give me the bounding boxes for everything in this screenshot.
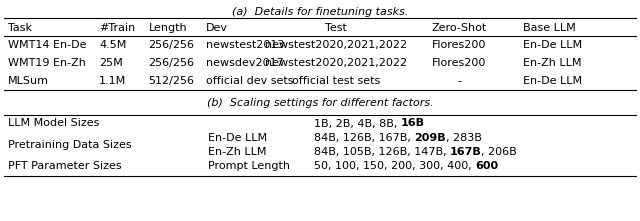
Text: En-Zh LLM: En-Zh LLM (523, 58, 581, 68)
Text: 209B: 209B (414, 133, 445, 143)
Text: Length: Length (148, 23, 187, 33)
Text: En-De LLM: En-De LLM (523, 40, 582, 50)
Text: Base LLM: Base LLM (523, 23, 575, 33)
Text: newsdev2017: newsdev2017 (206, 58, 284, 68)
Text: newstest2013: newstest2013 (206, 40, 284, 50)
Text: LLM Model Sizes: LLM Model Sizes (8, 118, 99, 128)
Text: Flores200: Flores200 (433, 58, 486, 68)
Text: 16B: 16B (401, 118, 424, 128)
Text: WMT14 En-De: WMT14 En-De (8, 40, 86, 50)
Text: 4.5M: 4.5M (99, 40, 127, 50)
Text: newstest2020,2021,2022: newstest2020,2021,2022 (265, 40, 407, 50)
Text: 512/256: 512/256 (148, 76, 195, 86)
Text: Zero-Shot: Zero-Shot (432, 23, 487, 33)
Text: newstest2020,2021,2022: newstest2020,2021,2022 (265, 58, 407, 68)
Text: (a)  Details for finetuning tasks.: (a) Details for finetuning tasks. (232, 7, 408, 17)
Text: 50, 100, 150, 200, 300, 400,: 50, 100, 150, 200, 300, 400, (314, 161, 475, 171)
Text: PFT Parameter Sizes: PFT Parameter Sizes (8, 161, 122, 171)
Text: official test sets: official test sets (292, 76, 380, 86)
Text: 1B, 2B, 4B, 8B,: 1B, 2B, 4B, 8B, (314, 118, 401, 128)
Text: Test: Test (325, 23, 347, 33)
Text: , 283B: , 283B (445, 133, 481, 143)
Text: En-De LLM: En-De LLM (523, 76, 582, 86)
Text: -: - (458, 76, 461, 86)
Text: #Train: #Train (99, 23, 136, 33)
Text: official dev sets: official dev sets (206, 76, 294, 86)
Text: 1.1M: 1.1M (99, 76, 127, 86)
Text: 256/256: 256/256 (148, 58, 195, 68)
Text: Flores200: Flores200 (433, 40, 486, 50)
Text: MLSum: MLSum (8, 76, 49, 86)
Text: Dev: Dev (206, 23, 228, 33)
Text: En-Zh LLM: En-Zh LLM (208, 147, 266, 156)
Text: 84B, 105B, 126B, 147B,: 84B, 105B, 126B, 147B, (314, 147, 450, 156)
Text: 256/256: 256/256 (148, 40, 195, 50)
Text: En-De LLM: En-De LLM (208, 133, 267, 143)
Text: Prompt Length: Prompt Length (208, 161, 290, 171)
Text: 84B, 126B, 167B,: 84B, 126B, 167B, (314, 133, 414, 143)
Text: 25M: 25M (99, 58, 123, 68)
Text: Task: Task (8, 23, 32, 33)
Text: , 206B: , 206B (481, 147, 517, 156)
Text: 600: 600 (475, 161, 498, 171)
Text: (b)  Scaling settings for different factors.: (b) Scaling settings for different facto… (207, 98, 433, 108)
Text: 167B: 167B (450, 147, 481, 156)
Text: Pretraining Data Sizes: Pretraining Data Sizes (8, 140, 131, 150)
Text: WMT19 En-Zh: WMT19 En-Zh (8, 58, 86, 68)
